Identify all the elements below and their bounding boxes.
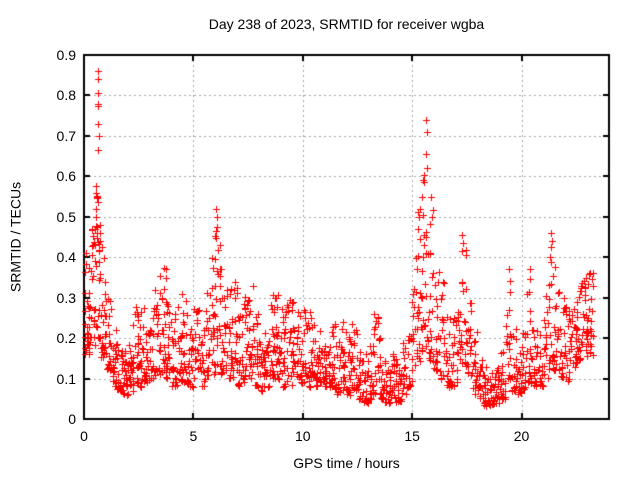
y-tick-label: 0.5: [56, 208, 76, 225]
y-tick-label: 0.1: [56, 370, 76, 387]
y-tick-label: 0.3: [56, 289, 76, 306]
x-tick-label: 20: [513, 428, 530, 444]
x-tick-label: 10: [294, 428, 311, 444]
y-tick-label: 0: [68, 411, 76, 427]
y-tick-label: 0.8: [56, 87, 76, 104]
chart-title: Day 238 of 2023, SRMTID for receiver wgb…: [208, 16, 485, 32]
x-tick-label: 5: [189, 428, 198, 444]
x-tick-label: 15: [404, 428, 420, 444]
y-tick-label: 0.6: [56, 168, 76, 185]
y-tick-label: 0.9: [56, 47, 76, 63]
y-axis-label: SRMTID / TECUs: [7, 181, 24, 293]
x-tick-label: 0: [80, 428, 88, 444]
y-tick-label: 0.7: [56, 127, 76, 144]
x-axis-label: GPS time / hours: [293, 455, 400, 471]
y-tick-label: 0.4: [56, 249, 76, 266]
y-tick-label: 0.2: [56, 330, 76, 347]
